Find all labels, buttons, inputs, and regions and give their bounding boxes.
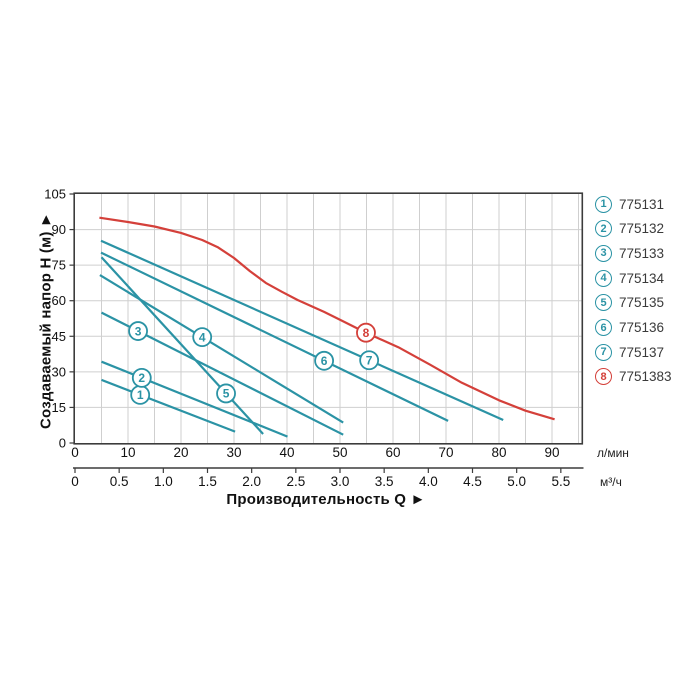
curve-marker-circle (359, 350, 380, 371)
x-tick-label-lmin: 70 (438, 445, 453, 460)
curve-marker-number: 2 (138, 371, 145, 385)
x-tick-label-m3h: 4.5 (463, 474, 482, 489)
curve-marker-circle (131, 367, 152, 388)
x-tick-label-lmin: 90 (544, 445, 559, 460)
y-tick-label: 30 (52, 364, 66, 379)
x-tick-label-lmin: 60 (385, 445, 400, 460)
y-tick-label: 90 (52, 222, 66, 237)
curve-marker-circle (128, 321, 148, 341)
grid-layer (75, 194, 582, 443)
curve-marker-7: 7 (359, 350, 380, 371)
x-tick-label-m3h: 5.5 (551, 474, 570, 489)
curve-marker-number: 5 (223, 387, 230, 401)
curve-marker-number: 4 (199, 330, 206, 344)
curve-marker-1: 1 (130, 384, 151, 405)
curve-marker-8: 8 (356, 322, 376, 343)
x-tick-label-m3h: 4.0 (419, 474, 438, 489)
x-tick-label-m3h: 0 (71, 474, 79, 489)
curve-marker-number: 1 (137, 388, 144, 402)
y-tick-label: 0 (59, 436, 66, 451)
curve-marker-circle (356, 322, 376, 343)
curve-marker-2: 2 (131, 367, 152, 388)
curve-marker-number: 3 (135, 324, 142, 338)
x-tick-label-lmin: 30 (226, 445, 241, 460)
curve-1 (101, 378, 236, 433)
y-tick-label: 45 (52, 329, 66, 344)
y-tick-label: 75 (52, 258, 66, 273)
curve-marker-6: 6 (314, 350, 335, 371)
curve-marker-number: 6 (321, 354, 328, 368)
curve-8 (99, 216, 555, 421)
y-tick-label: 60 (52, 293, 66, 308)
curve-marker-circle (314, 350, 335, 371)
curve-2 (101, 360, 288, 438)
x-tick-label-lmin: 0 (71, 445, 79, 460)
curve-5 (100, 256, 264, 435)
x-tick-label-m3h: 2.5 (286, 474, 305, 489)
curve-marker-4: 4 (192, 327, 213, 348)
curve-marker-number: 8 (363, 326, 370, 340)
x-axis-secondary-unit-label: м³/ч (600, 475, 622, 489)
curve-marker-5: 5 (216, 383, 236, 404)
x-tick-label-lmin: 40 (279, 445, 294, 460)
y-tick-label: 15 (52, 400, 66, 415)
curve-marker-circle (216, 383, 236, 404)
x-tick-label-m3h: 5.0 (507, 474, 526, 489)
curve-marker-3: 3 (128, 321, 148, 341)
y-tick-label: 105 (44, 187, 66, 202)
x-tick-label-m3h: 1.0 (154, 474, 173, 489)
x-tick-label-m3h: 3.0 (331, 474, 350, 489)
x-axis-primary-unit-label: л/мин (597, 446, 629, 460)
plot-border (73, 192, 584, 445)
x-tick-label-m3h: 2.0 (242, 474, 261, 489)
y-axis-title: Создаваемый напор H (м) ► (37, 212, 55, 429)
x-tick-label-lmin: 80 (491, 445, 506, 460)
curve-7 (100, 239, 504, 422)
curves-layer (99, 216, 555, 438)
curve-markers-layer: 1 2 3 4 5 6 7 8 (128, 321, 380, 405)
x-axis-title: Производительность Q ► (226, 491, 426, 508)
x-tick-label-m3h: 1.5 (198, 474, 217, 489)
curve-marker-number: 7 (366, 353, 373, 367)
x-tick-label-lmin: 20 (173, 445, 188, 460)
curve-marker-circle (192, 327, 213, 348)
x-tick-label-lmin: 50 (332, 445, 347, 460)
curve-6 (100, 251, 449, 422)
x-tick-label-lmin: 10 (120, 445, 135, 460)
x-tick-label-m3h: 0.5 (110, 474, 129, 489)
x-tick-label-m3h: 3.5 (375, 474, 394, 489)
